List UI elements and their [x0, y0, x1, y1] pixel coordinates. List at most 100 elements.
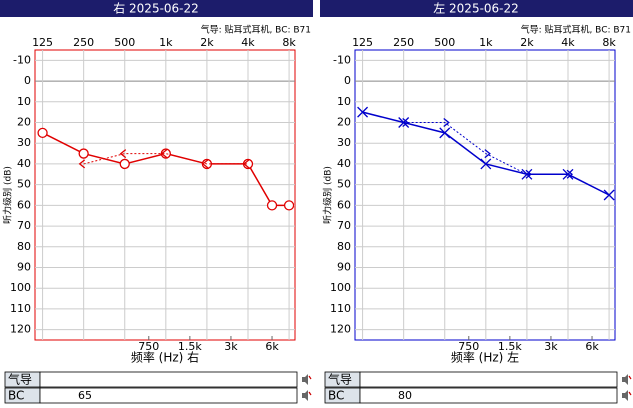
x-axis-label: 频率 (Hz) 右 [131, 350, 199, 365]
x-tick-label-bottom: 750 [458, 340, 479, 353]
marker [521, 168, 533, 180]
chart-subtitle: 气导: 贴耳式耳机, BC: B71 [201, 24, 311, 36]
x-tick-label: 250 [73, 36, 94, 49]
marker [37, 127, 48, 139]
table-value-cell [39, 387, 298, 404]
x-tick-label-bottom: 1.5k [498, 340, 522, 353]
y-tick-label: 30 [17, 136, 31, 149]
x-tick-label: 1k [479, 36, 493, 49]
x-tick-label-bottom: 3k [224, 340, 238, 353]
y-tick-label: 110 [10, 302, 31, 315]
chart-title: 左 2025-06-22 [433, 1, 519, 16]
y-tick-label: 40 [17, 157, 31, 170]
chart-subtitle: 气导: 贴耳式耳机, BC: B71 [521, 24, 631, 36]
title-bar [0, 0, 313, 17]
marker [525, 169, 532, 179]
speaker-icon-accent [628, 391, 632, 396]
marker [119, 158, 130, 170]
x-axis-label: 频率 (Hz) 左 [451, 350, 519, 365]
speaker-icon [302, 374, 308, 385]
x-tick-label: 125 [352, 36, 373, 49]
y-tick-label: 0 [24, 74, 31, 87]
marker [566, 169, 574, 179]
x-tick-label: 2k [520, 36, 534, 49]
table-label: 气导 [8, 372, 32, 387]
y-tick-label: 110 [330, 302, 351, 315]
y-tick-label: 80 [17, 240, 31, 253]
y-tick-label: 50 [337, 178, 351, 191]
x-tick-label: 8k [282, 36, 296, 49]
speaker-icon-accent [308, 391, 312, 396]
marker [283, 200, 295, 211]
y-axis-label: 听力级别 (dB) [2, 166, 14, 224]
marker [480, 158, 492, 170]
x-tick-label: 8k [602, 36, 616, 49]
table-value: 80 [398, 389, 412, 402]
marker [398, 117, 410, 128]
chart-title: 右 2025-06-22 [113, 1, 199, 16]
y-tick-label: 120 [330, 323, 351, 336]
y-tick-label: 90 [337, 261, 351, 274]
marker [562, 168, 574, 180]
y-tick-label: 0 [344, 74, 351, 87]
table-label: 气导 [328, 372, 352, 387]
marker [443, 117, 450, 128]
series-line [403, 122, 568, 175]
y-tick-label: 20 [17, 116, 31, 129]
plot-area [354, 49, 616, 341]
x-tick-label-bottom: 6k [585, 340, 599, 353]
marker [78, 148, 89, 159]
y-tick-label: 100 [330, 281, 351, 294]
y-tick-label: 30 [337, 136, 351, 149]
y-tick-label: 20 [337, 116, 351, 129]
marker [484, 149, 491, 159]
speaker-icon [302, 390, 308, 401]
marker [160, 149, 168, 159]
y-tick-label: 50 [17, 178, 31, 191]
x-tick-label-bottom: 6k [265, 340, 279, 353]
x-tick-label-bottom: 1.5k [178, 340, 202, 353]
table-label: BC [8, 389, 24, 403]
y-tick-label: 10 [17, 95, 31, 108]
table-value-cell [39, 371, 298, 388]
y-tick-label: 10 [337, 95, 351, 108]
marker [603, 189, 615, 201]
x-tick-label-bottom: 750 [138, 340, 159, 353]
x-tick-label: 2k [200, 36, 214, 49]
x-tick-label: 500 [434, 36, 455, 49]
x-tick-label: 4k [561, 36, 575, 49]
speaker-icon-accent [308, 375, 312, 380]
marker [357, 106, 369, 118]
y-tick-label: 120 [10, 323, 31, 336]
x-tick-label: 250 [393, 36, 414, 49]
x-tick-label: 125 [32, 36, 53, 49]
table-value-cell [359, 371, 618, 388]
speaker-icon [622, 374, 628, 385]
y-tick-label: -10 [333, 53, 351, 66]
x-tick-label: 1k [159, 36, 173, 49]
marker [402, 117, 409, 128]
y-tick-label: 40 [337, 157, 351, 170]
y-tick-label: 60 [337, 198, 351, 211]
y-axis-label: 听力级别 (dB) [322, 166, 334, 224]
y-tick-label: 100 [10, 281, 31, 294]
y-tick-label: -10 [13, 53, 31, 66]
marker [119, 149, 127, 159]
marker [78, 159, 86, 169]
title-bar [320, 0, 633, 17]
plot-area [34, 49, 296, 341]
y-tick-label: 70 [337, 219, 351, 232]
y-tick-label: 70 [17, 219, 31, 232]
speaker-icon [622, 390, 628, 401]
y-tick-label: 80 [337, 240, 351, 253]
marker [266, 200, 278, 211]
marker [439, 127, 451, 139]
marker [201, 159, 209, 169]
x-tick-label: 4k [241, 36, 255, 49]
x-tick-label: 500 [114, 36, 135, 49]
y-tick-label: 90 [17, 261, 31, 274]
series-line [83, 153, 248, 165]
speaker-icon-accent [628, 375, 632, 380]
table-value: 65 [78, 389, 92, 402]
